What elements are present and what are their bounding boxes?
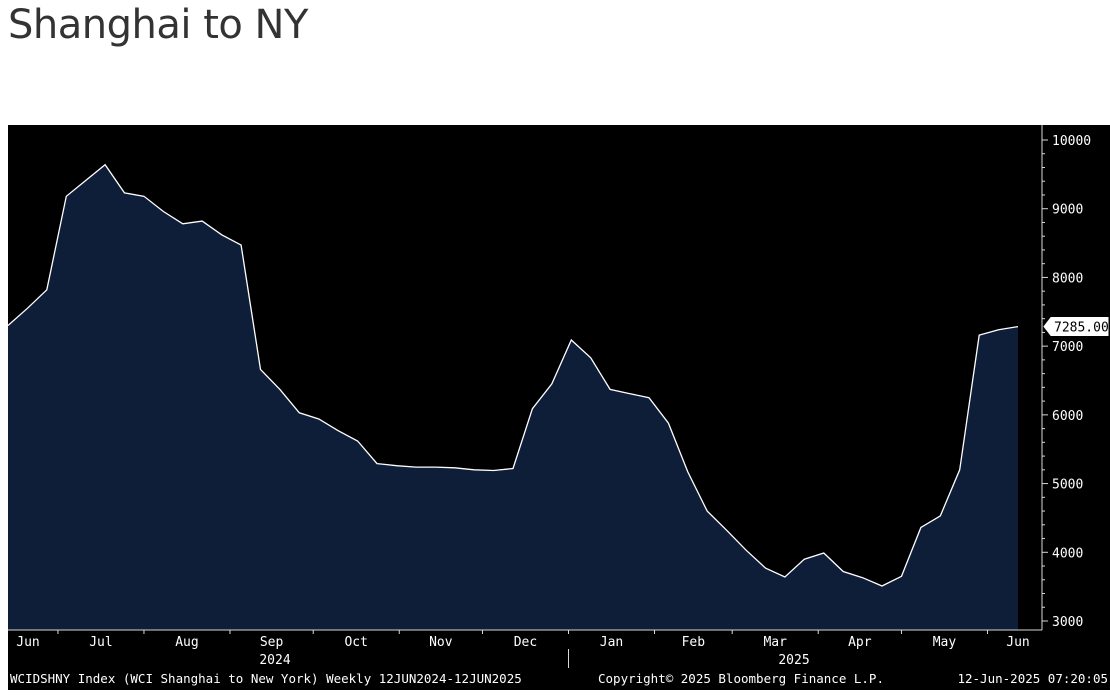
x-tick-label: Jun bbox=[16, 635, 39, 650]
x-year-label: 2025 bbox=[778, 653, 809, 668]
last-value-box bbox=[1043, 317, 1109, 337]
x-tick-label: Aug bbox=[175, 635, 198, 650]
x-year-label: 2024 bbox=[259, 653, 290, 668]
x-tick-label: Oct bbox=[344, 635, 367, 650]
chart-panel: 3000 4000 5000 6000 7000 8000 9000 10000 Jun Jul… bbox=[7, 125, 1110, 690]
y-tick-label: 9000 bbox=[1052, 203, 1083, 218]
x-tick-label: Dec bbox=[514, 635, 537, 650]
x-tick-label: Jan bbox=[600, 635, 623, 650]
last-value-label: 7285.00 bbox=[1054, 321, 1109, 336]
y-tick-label: 4000 bbox=[1052, 546, 1083, 561]
x-tick-label: Jul bbox=[89, 635, 112, 650]
y-tick-label: 3000 bbox=[1052, 615, 1083, 630]
x-tick-label: Feb bbox=[682, 635, 706, 650]
y-tick-label: 8000 bbox=[1052, 271, 1083, 286]
y-tick-label: 7000 bbox=[1052, 340, 1083, 355]
page-title: Shanghai to NY bbox=[8, 2, 308, 48]
y-tick-label: 5000 bbox=[1052, 478, 1083, 493]
footer-copyright: Copyright© 2025 Bloomberg Finance L.P. bbox=[598, 671, 884, 686]
x-tick-label: Apr bbox=[848, 635, 872, 650]
footer-timestamp: 12-Jun-2025 07:20:05 bbox=[957, 671, 1108, 686]
y-tick-label: 10000 bbox=[1052, 134, 1091, 149]
series-line bbox=[7, 163, 1019, 587]
y-tick-label: 6000 bbox=[1052, 409, 1083, 424]
x-tick-label: Mar bbox=[763, 635, 787, 650]
x-tick-label: Nov bbox=[429, 635, 453, 650]
series-area bbox=[8, 164, 1018, 630]
footer-source: WCIDSHNY Index (WCI Shanghai to New York… bbox=[10, 671, 522, 686]
x-tick-label: May bbox=[933, 635, 957, 650]
area-chart: 3000 4000 5000 6000 7000 8000 9000 10000 Jun Jul… bbox=[7, 125, 1109, 686]
x-tick-label: Sep bbox=[260, 635, 284, 650]
x-tick-label: Jun bbox=[1006, 635, 1029, 650]
